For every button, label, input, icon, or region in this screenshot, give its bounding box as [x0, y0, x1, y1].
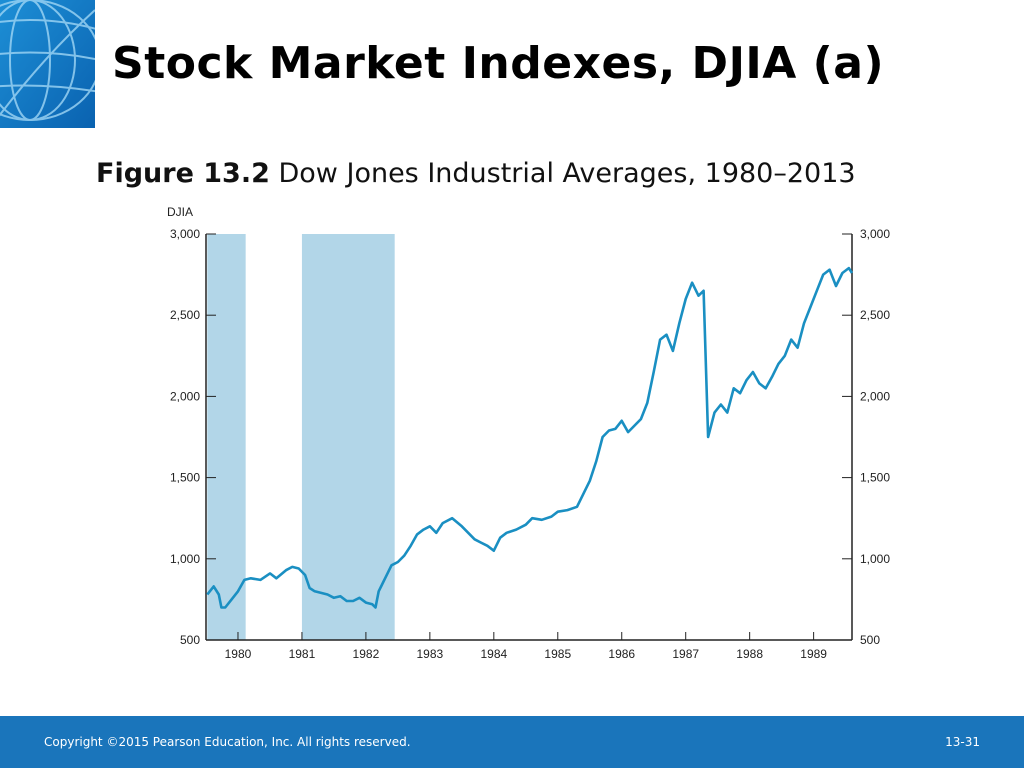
y-tick-label-left: 3,000	[170, 227, 200, 241]
slide-title: Stock Market Indexes, DJIA (a)	[112, 38, 885, 89]
y-tick-label-right: 2,500	[860, 308, 890, 322]
x-tick-label: 1983	[417, 647, 444, 661]
y-axis-label: DJIA	[167, 205, 193, 219]
x-tick-label: 1989	[800, 647, 827, 661]
figure-title: Dow Jones Industrial Averages, 1980–2013	[278, 158, 856, 189]
x-tick-label: 1988	[736, 647, 763, 661]
slide-number: 13-31	[945, 735, 980, 749]
series-layer	[206, 266, 854, 609]
recession-band-2	[301, 234, 395, 640]
footer-bar: Copyright ©2015 Pearson Education, Inc. …	[0, 716, 1024, 768]
x-tick-label: 1981	[289, 647, 316, 661]
globe-logo-icon	[0, 0, 95, 128]
x-tick-label: 1982	[353, 647, 380, 661]
x-tick-label: 1985	[544, 647, 571, 661]
chart-axes: 500 500 1,000 1,000 1,500 1,500 2,000 2,000 2,50…	[170, 227, 890, 661]
y-tick-label-right: 500	[860, 633, 880, 647]
y-tick-label-left: 1,000	[170, 552, 200, 566]
y-tick-label-left: 1,500	[170, 471, 200, 485]
y-tick-label-left: 2,000	[170, 389, 200, 403]
y-tick-label-left: 2,500	[170, 308, 200, 322]
y-tick-label-right: 2,000	[860, 389, 890, 403]
y-tick-label-right: 3,000	[860, 227, 890, 241]
recession-shading	[207, 234, 395, 640]
recession-band-1	[207, 234, 246, 640]
djia-line-chart: 500 500 1,000 1,000 1,500 1,500 2,000 2,000 2,50…	[167, 205, 890, 661]
x-tick-label: 1986	[608, 647, 635, 661]
x-tick-label: 1987	[672, 647, 699, 661]
y-tick-label-right: 1,000	[860, 552, 890, 566]
djia-series-line	[206, 266, 854, 609]
y-tick-label-right: 1,500	[860, 471, 890, 485]
x-tick-label: 1980	[225, 647, 252, 661]
copyright-text: Copyright ©2015 Pearson Education, Inc. …	[44, 735, 411, 749]
x-tick-label: 1984	[480, 647, 507, 661]
figure-caption: Figure 13.2 Dow Jones Industrial Average…	[96, 158, 856, 189]
y-tick-label-left: 500	[180, 633, 200, 647]
figure-label: Figure 13.2	[96, 158, 270, 189]
